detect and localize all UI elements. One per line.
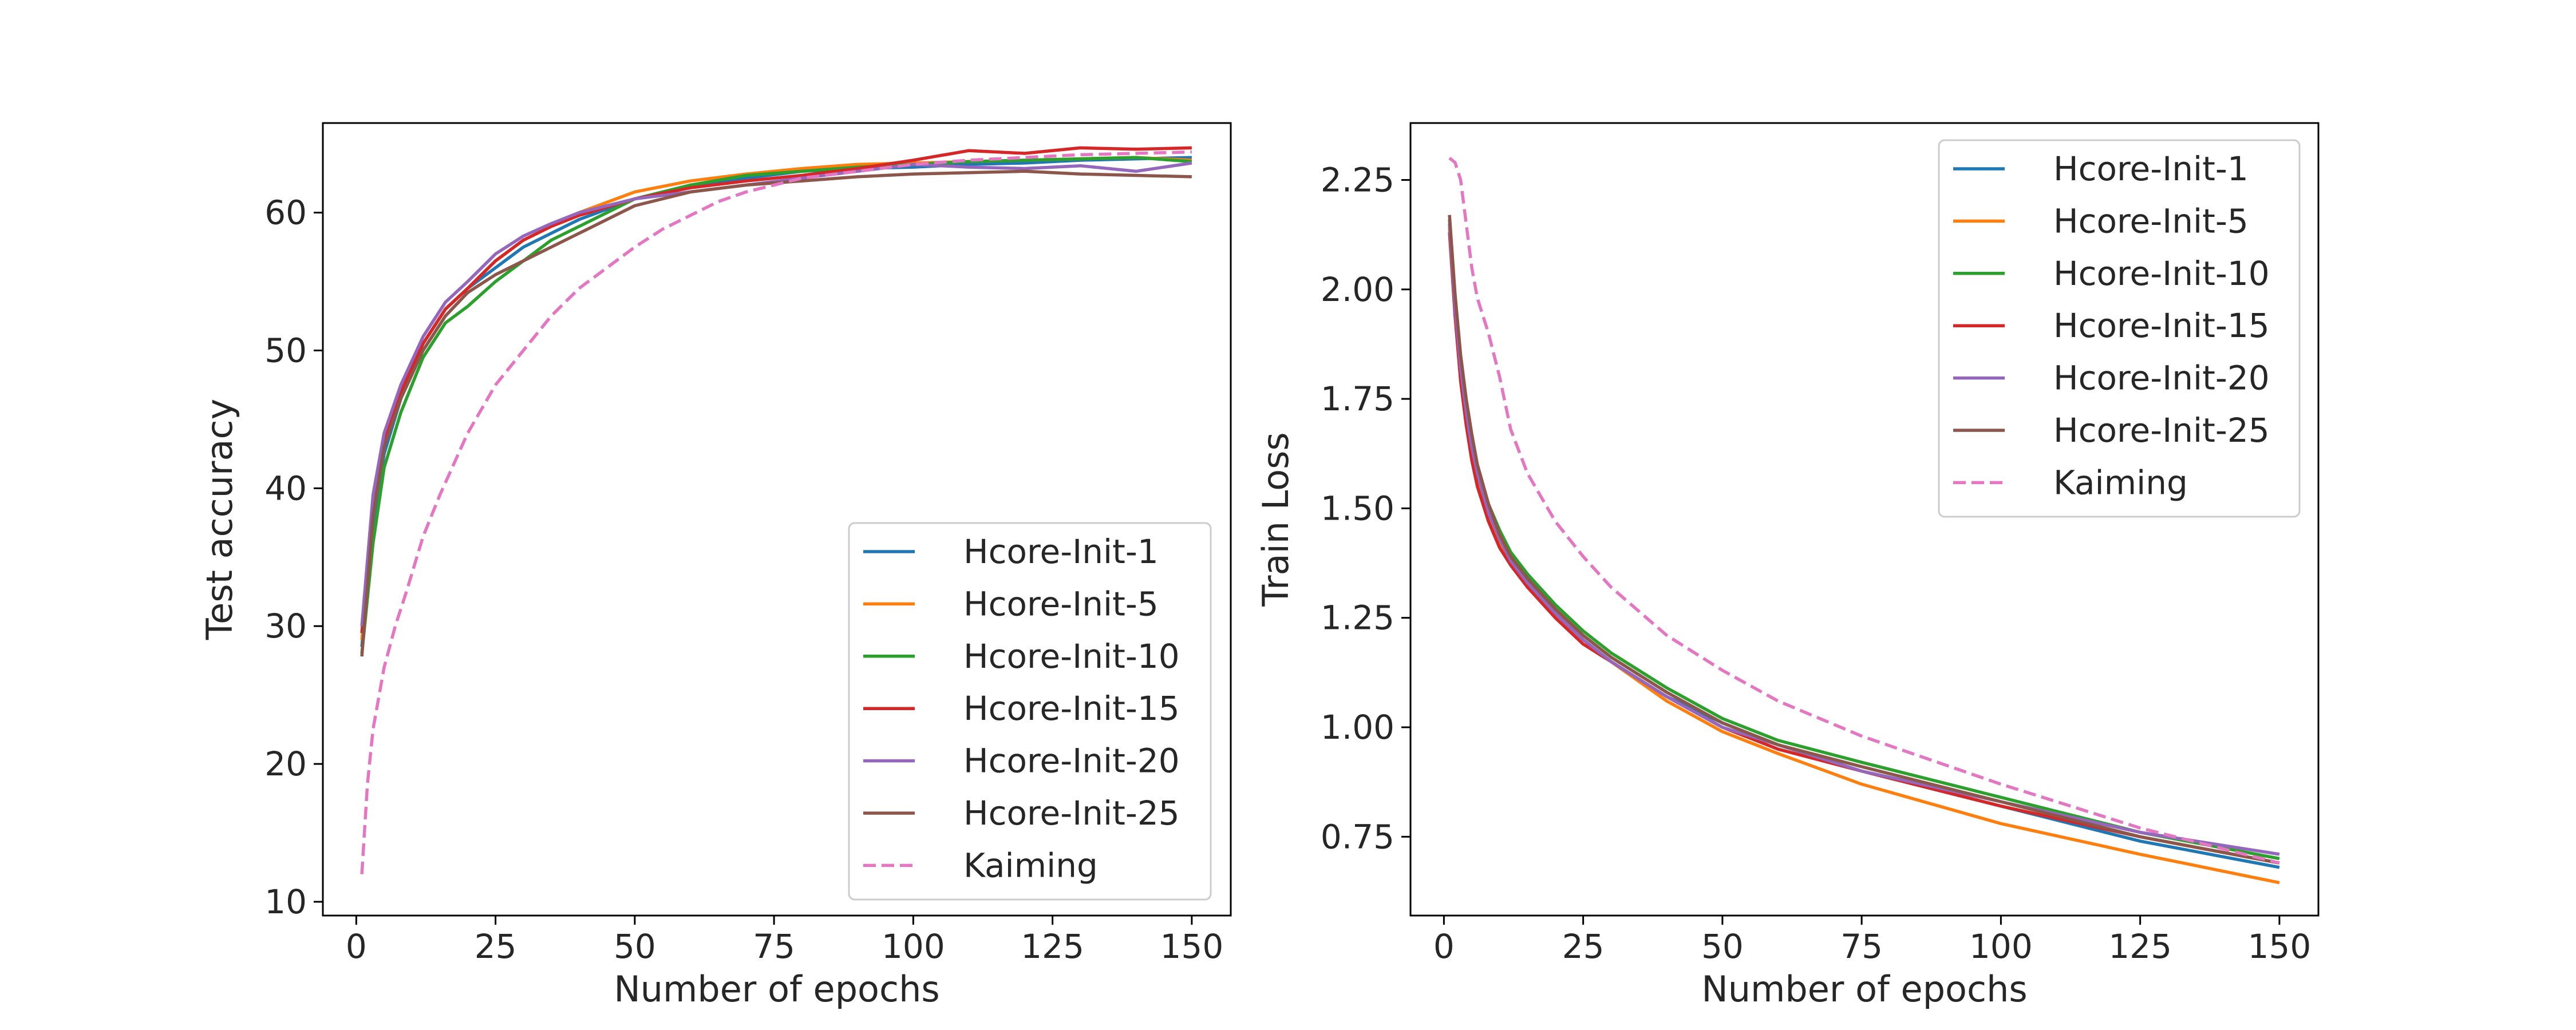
- accuracy-y-tick-label: 30: [264, 607, 307, 645]
- accuracy-line-kaiming: [360, 150, 1192, 874]
- loss-line-kaiming: [1448, 157, 2280, 865]
- train-loss-panel: 0 25 50 75 100 125 150 0.75 1.00 1.25 1.50 1.75 2.00…: [1255, 122, 2320, 1010]
- accuracy-x-tick-label: 100: [882, 927, 945, 966]
- loss-x-tick-label: 25: [1562, 927, 1605, 966]
- accuracy-legend-label-kaiming: Kaiming: [963, 846, 1098, 885]
- accuracy-legend-label-hcore-init-25: Hcore-Init-25: [963, 794, 1180, 833]
- accuracy-x-tick-label: 75: [753, 927, 795, 966]
- loss-y-tick-label: 1.75: [1321, 379, 1394, 418]
- loss-y-axis-label: Train Loss: [1255, 432, 1297, 607]
- loss-x-tick-label: 150: [2248, 927, 2312, 966]
- accuracy-legend-label-hcore-init-10: Hcore-Init-10: [963, 637, 1180, 676]
- loss-y-tick-label: 2.25: [1321, 160, 1394, 199]
- loss-legend: Hcore-Init-1 Hcore-Init-5 Hcore-Init-10 Hco…: [1938, 139, 2301, 518]
- accuracy-legend-label-hcore-init-15: Hcore-Init-15: [963, 689, 1180, 728]
- accuracy-legend-box: [848, 522, 1212, 901]
- accuracy-x-tick-label: 50: [614, 927, 656, 966]
- loss-line-hcore-init-20: [1448, 223, 2280, 856]
- loss-y-tick-label: 1.25: [1321, 599, 1394, 637]
- accuracy-legend-label-hcore-init-5: Hcore-Init-5: [963, 584, 1159, 623]
- accuracy-line-hcore-init-25: [360, 169, 1192, 657]
- accuracy-x-tick-label: 0: [346, 927, 367, 966]
- loss-y-tick-label: 0.75: [1321, 817, 1394, 856]
- loss-x-tick-label: 100: [1969, 927, 2033, 966]
- accuracy-x-axis-label: Number of epochs: [614, 968, 939, 1010]
- loss-line-hcore-init-25: [1448, 215, 2280, 865]
- loss-legend-label-hcore-init-15: Hcore-Init-15: [2053, 306, 2270, 345]
- accuracy-y-tick-label: 10: [264, 882, 307, 921]
- accuracy-y-axis-label: Test accuracy: [199, 399, 240, 641]
- loss-x-tick-label: 0: [1433, 927, 1455, 966]
- accuracy-y-tick-label: 50: [264, 331, 307, 370]
- loss-y-tick-label: 1.50: [1321, 489, 1394, 528]
- loss-x-tick-label: 75: [1840, 927, 1883, 966]
- loss-legend-label-hcore-init-1: Hcore-Init-1: [2053, 149, 2249, 188]
- loss-legend-label-hcore-init-10: Hcore-Init-10: [2053, 254, 2270, 293]
- accuracy-legend: Hcore-Init-1 Hcore-Init-5 Hcore-Init-10 Hco…: [848, 522, 1212, 901]
- accuracy-axes-frame: [322, 122, 1232, 917]
- test-accuracy-panel: 0 25 50 75 100 125 150 10 20 30 40 50 60 Number of ep…: [199, 122, 1232, 1010]
- loss-y-tick-label: 2.00: [1321, 270, 1394, 309]
- accuracy-y-tick-label: 20: [264, 744, 307, 783]
- loss-legend-label-hcore-init-5: Hcore-Init-5: [2053, 201, 2249, 240]
- loss-y-tick-label: 1.00: [1321, 708, 1394, 747]
- loss-legend-label-hcore-init-20: Hcore-Init-20: [2053, 359, 2270, 398]
- accuracy-y-tick-label: 40: [264, 469, 307, 508]
- accuracy-y-tick-label: 60: [264, 193, 307, 232]
- loss-x-tick-label: 125: [2108, 927, 2172, 966]
- loss-series-lines: [1448, 157, 2280, 885]
- accuracy-line-hcore-init-20: [360, 161, 1192, 627]
- accuracy-x-tick-label: 25: [475, 927, 517, 966]
- accuracy-line-hcore-init-10: [360, 156, 1192, 654]
- accuracy-series-lines: [360, 146, 1192, 874]
- loss-legend-label-hcore-init-25: Hcore-Init-25: [2053, 411, 2270, 450]
- loss-x-axis-label: Number of epochs: [1701, 968, 2027, 1010]
- accuracy-x-tick-label: 125: [1021, 927, 1084, 966]
- loss-legend-box: [1938, 139, 2301, 518]
- accuracy-legend-label-hcore-init-1: Hcore-Init-1: [963, 532, 1159, 571]
- loss-axes-frame: [1409, 122, 2320, 917]
- accuracy-legend-label-hcore-init-20: Hcore-Init-20: [963, 742, 1180, 781]
- loss-x-tick-label: 50: [1701, 927, 1744, 966]
- loss-legend-label-kaiming: Kaiming: [2053, 463, 2188, 502]
- accuracy-x-tick-label: 150: [1160, 927, 1224, 966]
